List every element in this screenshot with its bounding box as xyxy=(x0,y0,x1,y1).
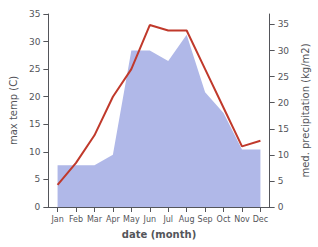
svg-text:Feb: Feb xyxy=(69,215,83,224)
svg-text:25: 25 xyxy=(278,72,289,82)
svg-text:0: 0 xyxy=(278,202,284,212)
svg-text:Jan: Jan xyxy=(50,215,63,224)
svg-text:10: 10 xyxy=(278,150,290,160)
svg-text:30: 30 xyxy=(278,46,290,56)
svg-text:5: 5 xyxy=(35,174,41,184)
svg-text:0: 0 xyxy=(35,202,41,212)
svg-text:Jul: Jul xyxy=(162,215,173,224)
svg-text:10: 10 xyxy=(29,147,41,157)
svg-text:15: 15 xyxy=(29,119,40,129)
svg-text:15: 15 xyxy=(278,124,289,134)
svg-text:May: May xyxy=(123,215,140,224)
svg-text:Sep: Sep xyxy=(198,215,213,224)
svg-text:Oct: Oct xyxy=(217,215,231,224)
svg-text:5: 5 xyxy=(278,176,284,186)
svg-text:25: 25 xyxy=(29,64,40,74)
svg-text:35: 35 xyxy=(278,19,289,29)
svg-text:date (month): date (month) xyxy=(122,229,196,240)
svg-text:Mar: Mar xyxy=(87,215,103,224)
svg-text:30: 30 xyxy=(29,37,41,47)
svg-text:med. precipitation (kg/m2): med. precipitation (kg/m2) xyxy=(300,43,311,177)
svg-text:Dec: Dec xyxy=(253,215,268,224)
svg-text:Apr: Apr xyxy=(106,215,121,224)
svg-text:20: 20 xyxy=(278,98,290,108)
svg-text:Aug: Aug xyxy=(179,215,195,224)
svg-text:Jun: Jun xyxy=(143,215,157,224)
svg-text:max temp (C): max temp (C) xyxy=(8,76,19,145)
svg-text:Nov: Nov xyxy=(234,215,250,224)
svg-text:20: 20 xyxy=(29,92,41,102)
svg-text:35: 35 xyxy=(29,9,40,19)
